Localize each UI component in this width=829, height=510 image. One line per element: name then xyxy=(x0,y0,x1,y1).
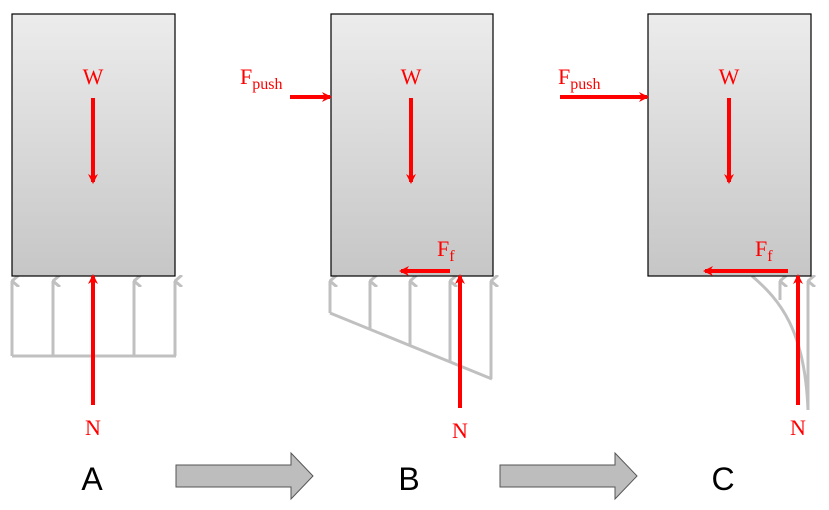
normal-label: N xyxy=(790,415,806,440)
panel-label-c: C xyxy=(711,461,734,497)
push-label: Fpush xyxy=(240,64,282,93)
panel-b: W Fpush Ff N B xyxy=(240,13,493,497)
weight-label: W xyxy=(719,64,740,89)
progress-arrow-2 xyxy=(499,451,638,501)
panel-label-b: B xyxy=(398,461,419,497)
progress-arrow-1 xyxy=(175,451,314,501)
push-label: Fpush xyxy=(558,64,600,93)
normal-label: N xyxy=(452,418,468,443)
weight-label: W xyxy=(83,64,104,89)
panel-label-a: A xyxy=(81,461,103,497)
panel-a: W N A xyxy=(10,13,176,497)
friction-label: Ff xyxy=(437,236,455,265)
weight-label: W xyxy=(401,64,422,89)
normal-label: N xyxy=(85,415,101,440)
pressure-distribution-concentrated xyxy=(751,274,808,411)
friction-label: Ff xyxy=(755,236,773,265)
panel-c: W Fpush Ff N C xyxy=(558,13,811,497)
pressure-distribution-trapezoid xyxy=(328,281,492,381)
